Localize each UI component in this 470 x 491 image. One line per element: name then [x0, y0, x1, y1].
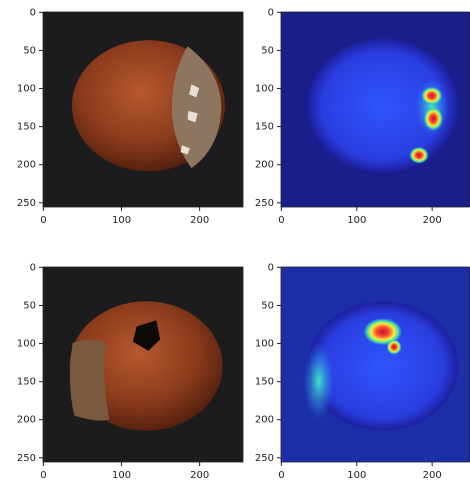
y-tick-label: 150: [255, 122, 274, 133]
x-tick-label: 0: [40, 470, 46, 481]
y-tick-label: 100: [17, 339, 36, 350]
y-tick-label: 250: [255, 453, 274, 464]
image: [281, 12, 470, 207]
y-tick-label: 200: [255, 160, 274, 171]
x-tick-label: 200: [190, 470, 209, 481]
figure: 0 50 100 150 200 250 0 100 200 0 50 100 150 200 250 0 10…: [0, 0, 470, 491]
y-tick-label: 0: [268, 7, 274, 18]
x-tick-label: 200: [423, 470, 442, 481]
y-tick-label: 0: [30, 7, 36, 18]
image: [281, 267, 470, 462]
y-tick-label: 0: [30, 262, 36, 273]
y-tick-label: 200: [255, 415, 274, 426]
x-tick-label: 100: [347, 470, 366, 481]
y-tick-label: 50: [261, 300, 274, 311]
x-tick-label: 0: [40, 215, 46, 226]
y-tick-label: 150: [255, 377, 274, 388]
y-tick-label: 50: [23, 300, 36, 311]
y-tick-label: 100: [255, 84, 274, 95]
y-tick-label: 250: [255, 198, 274, 209]
y-tick-label: 200: [17, 415, 36, 426]
y-tick-label: 200: [17, 160, 36, 171]
x-tick-label: 200: [190, 215, 209, 226]
x-tick-label: 100: [112, 215, 131, 226]
image: [43, 12, 243, 207]
x-tick-label: 200: [423, 215, 442, 226]
y-tick-label: 100: [255, 339, 274, 350]
y-tick-label: 100: [17, 84, 36, 95]
y-tick-label: 250: [17, 198, 36, 209]
y-tick-label: 0: [268, 262, 274, 273]
x-tick-label: 0: [278, 215, 284, 226]
y-tick-label: 150: [17, 122, 36, 133]
x-tick-label: 100: [112, 470, 131, 481]
image: [43, 267, 243, 462]
y-tick-label: 50: [23, 45, 36, 56]
x-tick-label: 100: [347, 215, 366, 226]
y-tick-label: 250: [17, 453, 36, 464]
y-tick-label: 150: [17, 377, 36, 388]
y-tick-label: 50: [261, 45, 274, 56]
x-tick-label: 0: [278, 470, 284, 481]
